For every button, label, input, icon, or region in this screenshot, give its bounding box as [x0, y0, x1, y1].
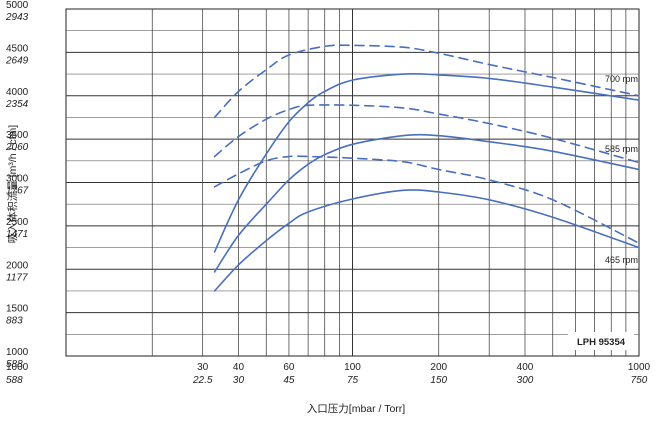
y-tick-m3h: 3500 — [6, 130, 29, 141]
x-tick-mbar: 400 — [517, 362, 534, 373]
y-tick-cfm: 588 — [6, 359, 23, 370]
y-tick-m3h: 3000 — [6, 174, 29, 185]
y-tick-cfm: 1471 — [6, 229, 28, 240]
x-tick-torr: 22.5 — [192, 375, 213, 386]
y-tick-m3h: 4000 — [6, 87, 29, 98]
y-tick-cfm: 2943 — [5, 12, 29, 23]
x-tick-torr: 750 — [631, 375, 648, 386]
x-tick-mbar: 1000 — [628, 362, 651, 373]
x-tick-torr: 150 — [430, 375, 447, 386]
y-tick-cfm: 2060 — [5, 142, 29, 153]
curves — [213, 44, 640, 292]
y-tick-m3h: 2000 — [6, 260, 29, 271]
y-tick-m3h: 1500 — [6, 304, 29, 315]
rpm-label-585: 585 rpm — [605, 144, 638, 154]
x-tick-torr: 30 — [233, 375, 245, 386]
x-tick-mbar: 200 — [430, 362, 447, 373]
x-tick-torr: 300 — [517, 375, 534, 386]
x-tick-mbar: 40 — [233, 362, 245, 373]
x-tick-mbar: 60 — [283, 362, 295, 373]
curve-585-rpm-solid — [213, 133, 640, 273]
y-axis-label: 吸入体积流量 [m³/h / cfm] — [6, 125, 19, 243]
x-tick-torr: 45 — [283, 375, 295, 386]
model-label: LPH 95354 — [577, 337, 626, 348]
x-tick-labels: 30 22.5 40 30 60 45 100 75 200 150 400 300 1000 750 10… — [6, 362, 651, 386]
y-tick-m3h: 4500 — [6, 43, 29, 54]
model-label-frame — [568, 332, 634, 350]
rpm-label-700: 700 rpm — [605, 74, 638, 84]
x-tick-torr: 75 — [347, 375, 359, 386]
curve-700-rpm-solid — [213, 72, 640, 253]
grid — [66, 9, 639, 356]
y-tick-cfm: 2354 — [5, 99, 29, 110]
curve-465-rpm-solid — [213, 189, 640, 292]
curve-465-rpm-dashed — [213, 155, 640, 244]
y-tick-cfm: 883 — [6, 316, 23, 327]
rpm-label-465: 465 rpm — [605, 255, 638, 265]
y-tick-cfm: 1177 — [6, 272, 28, 283]
curve-700-rpm-dashed — [213, 44, 640, 119]
y-tick-cfm: 1767 — [6, 186, 29, 197]
y-tick-m3h: 2500 — [6, 217, 29, 228]
x-tick-left-torr: 588 — [6, 375, 23, 386]
y-tick-m3h: 5000 — [6, 0, 29, 11]
x-tick-mbar: 30 — [197, 362, 209, 373]
x-axis-label: 入口压力[mbar / Torr] — [307, 402, 405, 415]
x-tick-mbar: 100 — [344, 362, 361, 373]
curve-585-rpm-dashed — [213, 104, 640, 164]
y-tick-m3h: 1000 — [6, 347, 29, 358]
x-tick-left-mbar: 1000 — [6, 362, 29, 373]
model-label-box: LPH 95354 — [568, 332, 634, 350]
y-tick-cfm: 2649 — [5, 55, 29, 66]
